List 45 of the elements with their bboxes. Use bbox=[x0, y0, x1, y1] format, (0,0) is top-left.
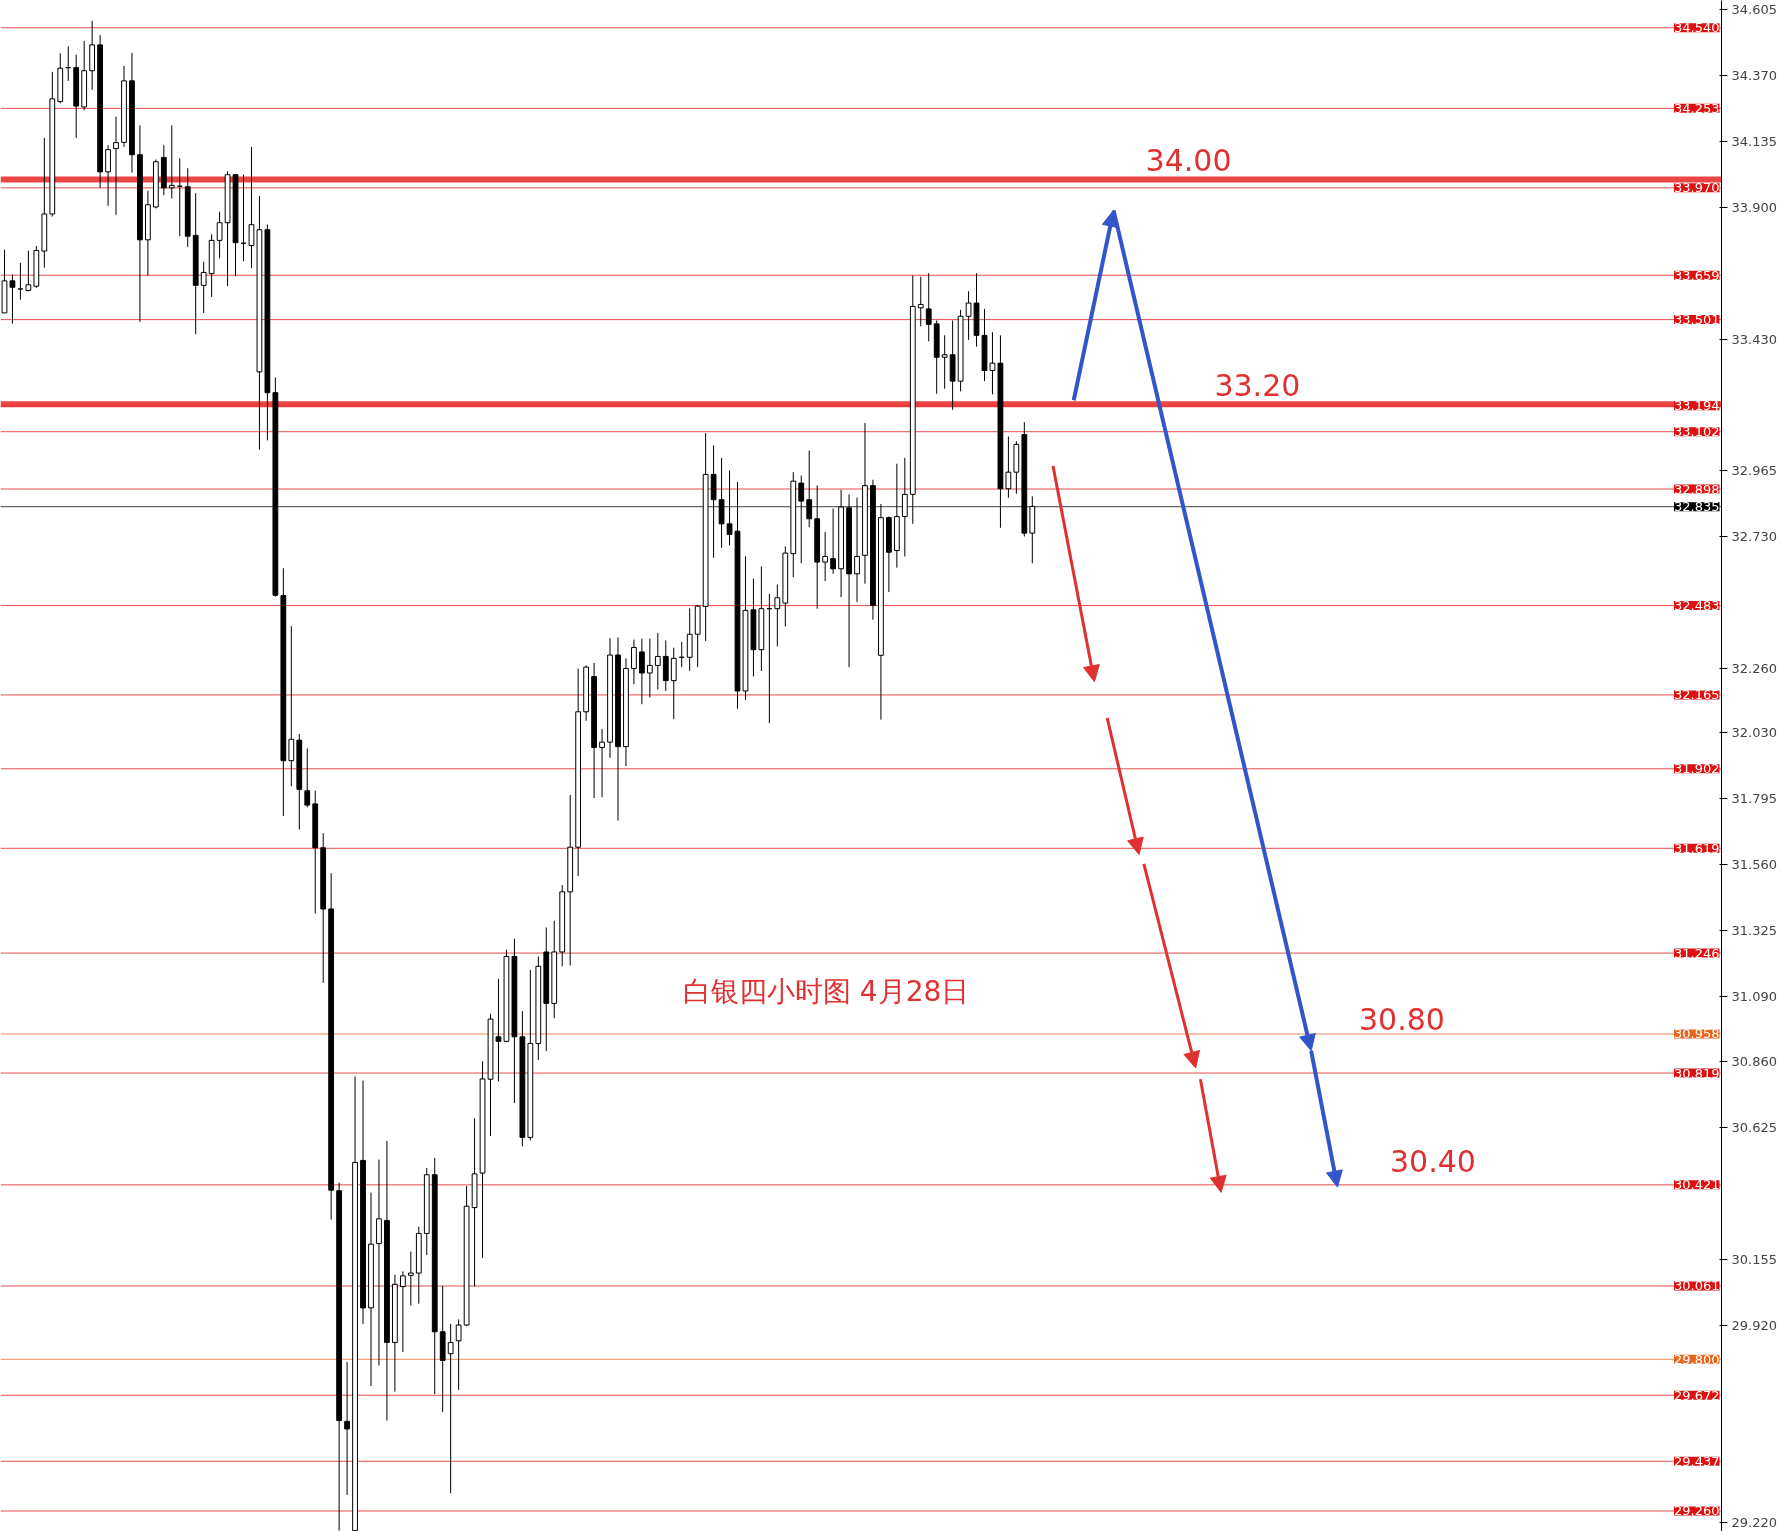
ref-line-label: 34.540 bbox=[1674, 20, 1720, 36]
ref-line-label: 34.253 bbox=[1674, 100, 1720, 116]
annotation: 34.00 bbox=[1145, 143, 1232, 179]
annotation: 30.40 bbox=[1389, 1144, 1476, 1180]
ref-line-label: 32.165 bbox=[1674, 687, 1720, 703]
ref-line-label: 32.483 bbox=[1674, 598, 1720, 614]
y-tick-label: 30.155 bbox=[1731, 1252, 1777, 1268]
ref-line-label: 31.246 bbox=[1674, 945, 1720, 961]
ref-line-label: 31.619 bbox=[1674, 840, 1720, 856]
y-tick-label: 33.900 bbox=[1731, 200, 1777, 216]
y-tick-label: 32.260 bbox=[1731, 660, 1777, 676]
ref-line-label: 31.902 bbox=[1674, 761, 1720, 777]
y-tick-label: 34.370 bbox=[1731, 68, 1777, 83]
y-tick-label: 30.625 bbox=[1731, 1120, 1777, 1136]
y-tick-label: 32.030 bbox=[1731, 725, 1777, 741]
ref-line-label: 32.898 bbox=[1674, 481, 1720, 497]
y-tick-label: 32.965 bbox=[1731, 462, 1777, 478]
y-tick-label: 34.135 bbox=[1731, 134, 1777, 150]
ref-line-label: 29.800 bbox=[1674, 1351, 1720, 1367]
ref-line-label: 33.970 bbox=[1674, 180, 1720, 196]
ref-line-label: 30.421 bbox=[1674, 1177, 1720, 1193]
y-tick-label: 29.920 bbox=[1731, 1318, 1777, 1334]
ref-line-label: 32.835 bbox=[1674, 499, 1720, 515]
y-tick-label: 34.605 bbox=[1731, 1, 1777, 17]
ref-line-label: 30.061 bbox=[1674, 1278, 1720, 1294]
ref-line-label: 29.437 bbox=[1674, 1453, 1720, 1469]
ref-line-label: 29.260 bbox=[1674, 1503, 1720, 1519]
ref-line-label: 33.102 bbox=[1674, 424, 1720, 440]
y-tick-label: 31.560 bbox=[1731, 857, 1777, 873]
y-tick-label: 32.730 bbox=[1731, 528, 1777, 544]
ref-line-label: 33.659 bbox=[1674, 267, 1720, 283]
y-tick-label: 31.325 bbox=[1731, 923, 1777, 939]
y-tick-label: 33.430 bbox=[1731, 332, 1777, 348]
y-tick-label: 29.220 bbox=[1731, 1514, 1777, 1530]
y-tick-label: 31.795 bbox=[1731, 791, 1777, 807]
annotation: 33.20 bbox=[1214, 368, 1301, 404]
ref-line-label: 30.819 bbox=[1674, 1065, 1720, 1081]
text: 白银四小时图 4月28日 bbox=[682, 974, 970, 1008]
ref-line-label: 33.194 bbox=[1674, 398, 1720, 414]
ref-line-label: 33.501 bbox=[1674, 312, 1720, 328]
annotation: 30.80 bbox=[1358, 1002, 1445, 1038]
ref-line-label: 30.958 bbox=[1674, 1026, 1720, 1042]
ref-line-label: 29.672 bbox=[1674, 1387, 1720, 1403]
y-tick-label: 30.860 bbox=[1731, 1054, 1777, 1070]
y-tick-label: 31.090 bbox=[1731, 989, 1777, 1005]
